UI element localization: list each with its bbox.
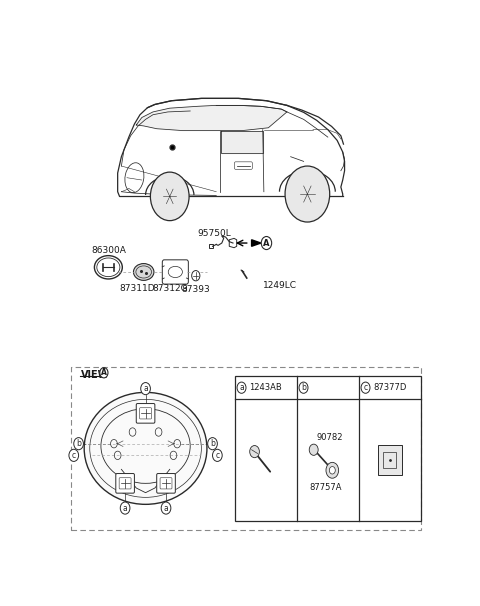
Ellipse shape: [133, 264, 154, 281]
Text: c: c: [363, 383, 368, 392]
Text: b: b: [301, 383, 306, 392]
Text: 87377D: 87377D: [373, 383, 407, 392]
FancyBboxPatch shape: [378, 445, 402, 475]
Text: A: A: [101, 368, 107, 378]
Circle shape: [150, 172, 189, 221]
Text: 95750L: 95750L: [197, 229, 231, 238]
Circle shape: [361, 382, 370, 393]
Text: 87757A: 87757A: [310, 482, 342, 491]
Circle shape: [299, 382, 308, 393]
Text: 87311D: 87311D: [119, 284, 155, 293]
Circle shape: [213, 449, 222, 461]
Circle shape: [100, 368, 108, 378]
Circle shape: [74, 438, 84, 450]
Text: c: c: [216, 451, 219, 460]
Circle shape: [237, 382, 246, 393]
FancyBboxPatch shape: [156, 473, 175, 493]
Text: 1249LC: 1249LC: [263, 281, 297, 290]
Text: 87312G: 87312G: [152, 284, 188, 293]
Text: a: a: [143, 384, 148, 393]
Text: 87393: 87393: [181, 285, 210, 294]
Circle shape: [161, 502, 171, 514]
Bar: [209, 244, 213, 248]
Text: c: c: [72, 451, 76, 460]
Circle shape: [208, 438, 217, 450]
Text: 1243AB: 1243AB: [249, 383, 282, 392]
Circle shape: [250, 445, 259, 458]
Text: A: A: [263, 239, 270, 247]
Text: 86300A: 86300A: [91, 247, 126, 256]
Circle shape: [326, 462, 338, 478]
Circle shape: [285, 166, 330, 222]
Circle shape: [120, 502, 130, 514]
Ellipse shape: [84, 392, 207, 504]
Circle shape: [261, 236, 272, 250]
Text: a: a: [123, 504, 128, 513]
Circle shape: [329, 467, 335, 474]
FancyBboxPatch shape: [136, 404, 155, 423]
Text: b: b: [76, 439, 81, 448]
Text: a: a: [239, 383, 244, 392]
Bar: [235, 376, 421, 521]
Circle shape: [69, 449, 79, 461]
Polygon shape: [252, 240, 261, 246]
Text: 90782: 90782: [316, 433, 343, 442]
Polygon shape: [136, 105, 287, 130]
Circle shape: [141, 382, 150, 395]
Text: b: b: [210, 439, 215, 448]
Polygon shape: [221, 130, 264, 153]
Text: a: a: [164, 504, 168, 513]
FancyBboxPatch shape: [116, 473, 134, 493]
Text: VIEW: VIEW: [81, 370, 109, 381]
Circle shape: [309, 444, 318, 455]
